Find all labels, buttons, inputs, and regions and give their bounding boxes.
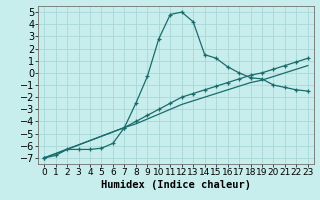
X-axis label: Humidex (Indice chaleur): Humidex (Indice chaleur)	[101, 180, 251, 190]
